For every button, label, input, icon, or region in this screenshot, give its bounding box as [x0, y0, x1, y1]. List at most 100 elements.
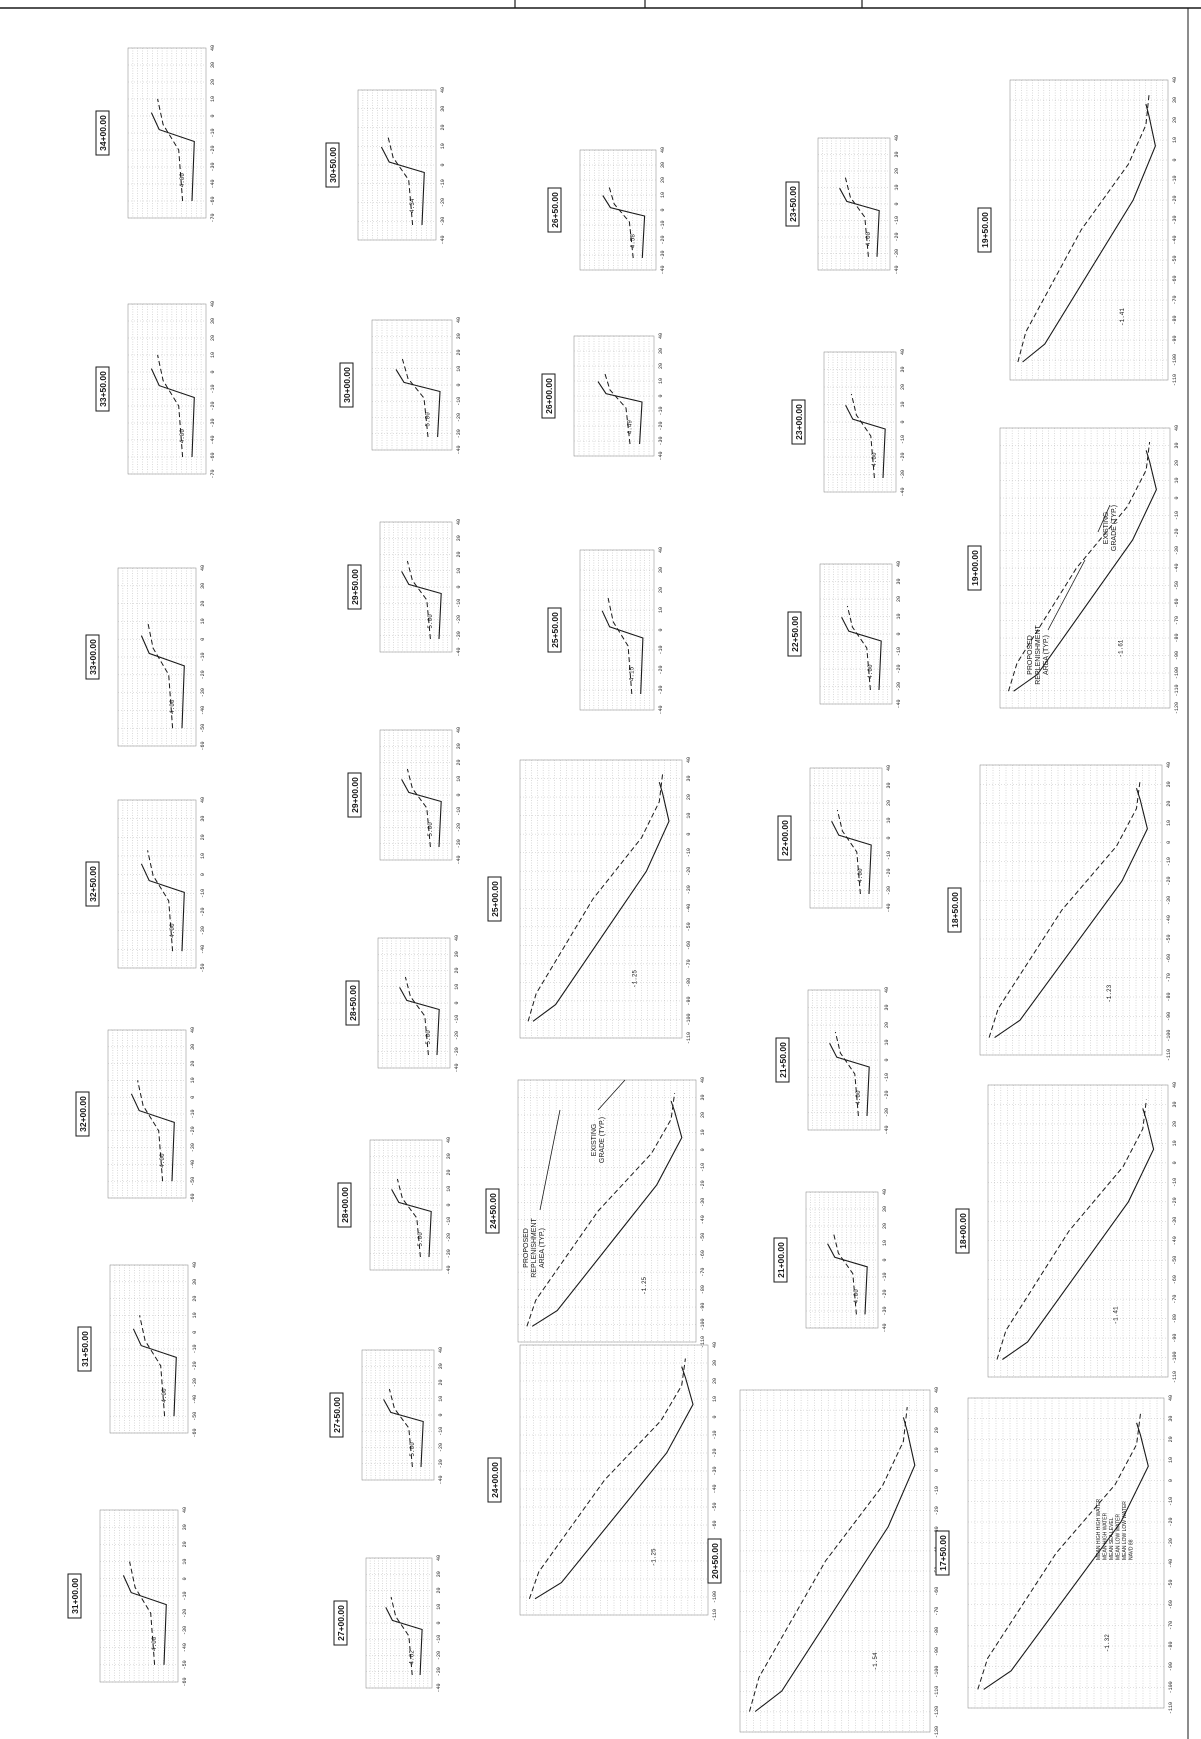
station-label-box [955, 1208, 970, 1254]
tick-label: 0 [446, 1203, 452, 1206]
tick-label: -10 [1172, 1178, 1178, 1187]
tick-label: 10 [894, 184, 900, 190]
tick-label: 30 [440, 106, 446, 112]
station-label-box [337, 1182, 352, 1228]
tick-label: -120 [1174, 702, 1180, 714]
proposed-profile [1013, 450, 1157, 692]
plot-frame [519, 759, 683, 1039]
station-label-text: 30+50.00 [328, 147, 338, 183]
existing-profile [147, 850, 174, 952]
tick-label: -30 [1174, 546, 1180, 555]
tick-label: -80 [1172, 315, 1178, 324]
tidal-datum-legend: MEAN HIGH HIGH WATER MEAN HIGH WATER MEAN … [1096, 1499, 1135, 1561]
tick-label: 20 [200, 834, 206, 840]
tick-label: 10 [1166, 820, 1172, 826]
existing-profile [147, 621, 174, 729]
tick-label: -40 [1166, 915, 1172, 924]
station-label: 19+50.00 [977, 207, 992, 253]
tick-label: -40 [882, 1323, 888, 1332]
proposed-profile [150, 368, 195, 458]
proposed-profile [401, 779, 442, 848]
station-label-text: 22+50.00 [790, 616, 800, 652]
tick-label: -40 [200, 945, 206, 954]
cross-section-18-50.00: -110-100-90-80-70-60-50-40-30-20-1001020… [947, 762, 1172, 1061]
tick-label: -40 [1168, 1559, 1174, 1568]
tick-label: 0 [192, 1331, 198, 1334]
tick-label: 40 [438, 1347, 444, 1353]
tick-label: -30 [190, 1143, 196, 1152]
tick-label: 0 [454, 1001, 460, 1004]
tick-label: -10 [884, 1073, 890, 1082]
tick-label: -30 [200, 688, 206, 697]
tick-label: 0 [896, 632, 902, 635]
tick-label: 10 [438, 1396, 444, 1402]
existing-profile [129, 1561, 156, 1665]
station-label-text: 29+50.00 [350, 569, 360, 605]
elevation-label: -1.41 [1113, 1306, 1120, 1324]
tick-label: 30 [454, 951, 460, 957]
cross-section-26-50.00: -40 -30 -20 -10 0 10 20 30 40 4.58 26+50.00 [547, 147, 666, 275]
station-label: 32+00.00 [75, 1091, 90, 1137]
legend-entry: MEAN LOW LOW WATER [1122, 1501, 1128, 1560]
tick-label: -60 [686, 941, 692, 950]
station-label-box [777, 815, 792, 861]
proposed-profile [532, 782, 670, 1022]
tick-label: -50 [1172, 1256, 1178, 1265]
station-label: 29+50.00 [347, 564, 362, 610]
elevation-label: -1.25 [632, 970, 639, 988]
tick-label: 0 [886, 836, 892, 839]
station-label-text: 28+50.00 [348, 985, 358, 1021]
tick-label: 10 [900, 401, 906, 407]
tick-label: 10 [210, 352, 216, 358]
elevation-label: -1.32 [1104, 1634, 1111, 1652]
tick-label: -20 [192, 1361, 198, 1370]
annotation-text: PROPOSED [523, 1228, 530, 1268]
tick-label: 10 [182, 1559, 188, 1565]
tick-label: 10 [712, 1396, 718, 1402]
tick-label: -40 [886, 903, 892, 912]
tick-label: -100 [686, 1013, 692, 1025]
station-label-text: 27+00.00 [336, 1605, 346, 1641]
tick-label: 10 [884, 1039, 890, 1045]
proposed-profile [1002, 1108, 1155, 1360]
tick-label: -10 [886, 851, 892, 860]
elevation-label: -1.61 [1117, 639, 1124, 657]
callout-leader [597, 1079, 626, 1111]
proposed-profile [597, 381, 643, 445]
cross-section-22-50.00: -40 -30 -20 -10 0 10 20 30 40 4.00 22+50.00 [787, 561, 902, 709]
tick-label: 0 [456, 585, 462, 588]
elevation-label: -1.54 [872, 1652, 879, 1670]
elevation-label: 4.00 [853, 1289, 860, 1304]
tick-label: 40 [456, 317, 462, 323]
tick-label: -20 [658, 421, 664, 430]
tick-label: 10 [200, 853, 206, 859]
station-label-box [967, 545, 982, 591]
proposed-profile [132, 1328, 177, 1417]
tick-label: 20 [456, 551, 462, 557]
station-label-text: 33+50.00 [98, 371, 108, 407]
tick-label: -60 [210, 452, 216, 461]
tick-label: 30 [882, 1206, 888, 1212]
proposed-profile [994, 788, 1148, 1039]
proposed-profile [399, 987, 440, 1056]
existing-profile [1017, 94, 1150, 363]
tick-label: 20 [200, 601, 206, 607]
elevation-label: -1.41 [1119, 308, 1126, 326]
tick-label: -30 [1172, 215, 1178, 224]
tick-label: -30 [192, 1378, 198, 1387]
station-label-text: 19+00.00 [970, 550, 980, 586]
tick-label: -90 [1172, 1334, 1178, 1343]
elevation-label: 4.00 [151, 1636, 158, 1651]
station-label-text: 31+50.00 [80, 1331, 90, 1367]
existing-profile [607, 597, 633, 695]
tick-label: -20 [934, 1506, 940, 1515]
station-label-box [347, 564, 362, 610]
tick-label: 0 [882, 1258, 888, 1261]
tick-label: -10 [700, 1163, 706, 1172]
existing-profile [406, 768, 431, 848]
existing-profile [832, 1232, 857, 1315]
proposed-profile [401, 571, 442, 640]
tick-label: 40 [456, 519, 462, 525]
tick-label: -20 [436, 1651, 442, 1660]
cross-section-18-00.00: -110-100-90-80-70-60-50-40-30-20-1001020… [955, 1082, 1178, 1383]
